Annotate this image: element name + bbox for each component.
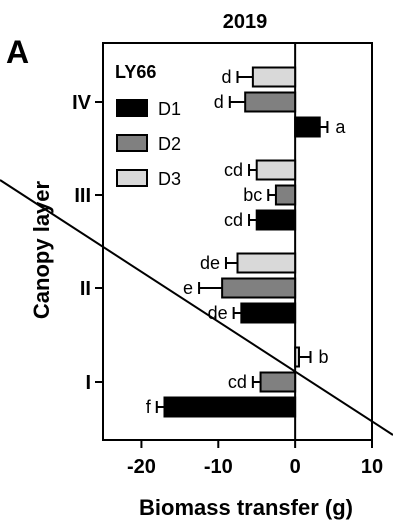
- legend: LY66 D1 D2 D3: [115, 62, 181, 189]
- significance-label: cd: [228, 372, 247, 392]
- y-axis-label: Canopy layer: [29, 180, 54, 319]
- bar-d1: [163, 396, 297, 418]
- y-tick-label: II: [80, 278, 91, 300]
- legend-label-d2: D2: [158, 134, 181, 154]
- bar-d2: [244, 91, 297, 113]
- x-tick-label: -20: [127, 456, 156, 478]
- significance-label: cd: [224, 160, 243, 180]
- y-tick-label: I: [85, 372, 91, 394]
- x-tick-label: -10: [204, 456, 233, 478]
- bar-d3: [251, 66, 297, 88]
- bar-d3: [294, 346, 300, 368]
- significance-label: de: [200, 253, 220, 273]
- bar-d1: [255, 209, 297, 231]
- legend-title: LY66: [115, 62, 156, 82]
- significance-label: d: [214, 92, 224, 112]
- significance-label: e: [183, 278, 193, 298]
- bar-d1: [294, 116, 321, 138]
- panel-label: A: [6, 34, 29, 70]
- legend-label-d3: D3: [158, 169, 181, 189]
- x-axis-label: Biomass transfer (g): [139, 495, 353, 520]
- x-tick-label: 0: [290, 456, 301, 478]
- plot-frame: [102, 42, 373, 441]
- legend-swatch-d3: [116, 169, 148, 187]
- legend-swatch-d2: [116, 134, 148, 152]
- significance-label: de: [208, 303, 228, 323]
- significance-label: cd: [224, 210, 243, 230]
- bar-d3: [255, 159, 297, 181]
- legend-swatch-d1: [116, 99, 148, 117]
- diagonal-overlay-line: [0, 179, 393, 436]
- bar-d2: [221, 277, 297, 299]
- significance-label: f: [146, 397, 152, 417]
- significance-label: bc: [243, 185, 262, 205]
- y-tick-label: III: [74, 185, 91, 207]
- bar-d3: [236, 252, 297, 274]
- significance-label: b: [319, 347, 329, 367]
- bar-d2: [274, 184, 297, 206]
- y-tick-label: IV: [72, 92, 92, 114]
- chart-title: 2019: [223, 11, 268, 33]
- significance-label: a: [335, 117, 346, 137]
- legend-label-d1: D1: [158, 99, 181, 119]
- bar-d1: [240, 302, 297, 324]
- x-tick-label: 10: [361, 456, 383, 478]
- significance-label: d: [221, 67, 231, 87]
- bar-d2: [259, 371, 297, 393]
